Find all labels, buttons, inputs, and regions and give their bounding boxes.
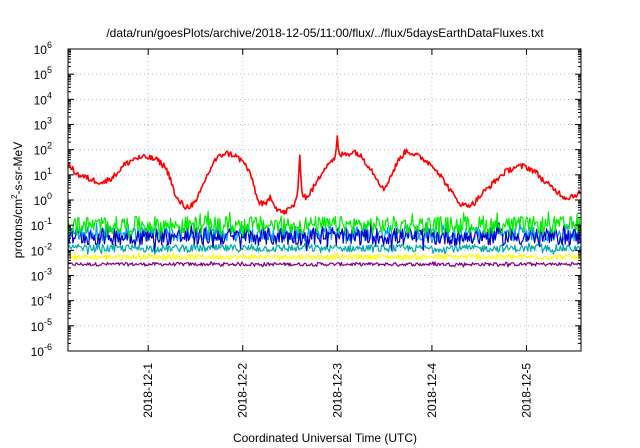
- x-axis: 2018-12-1 2018-12-2 2018-12-3 2018-12-4 2018…: [141, 49, 534, 418]
- x-tick-label: 2018-12-3: [330, 363, 344, 418]
- x-tick-label: 2018-12-1: [141, 363, 155, 418]
- y-tick-label-base: 10: [34, 144, 48, 158]
- y-tick-label-exp: 5: [47, 65, 52, 75]
- y-tick-label: 103: [34, 116, 52, 133]
- series-line: [67, 242, 582, 255]
- y-tick-label-base: 10: [31, 270, 45, 284]
- x-axis-label: Coordinated Universal Time (UTC): [233, 431, 417, 445]
- y-axis-label: protons/cm2-s-sr-MeV: [10, 142, 25, 258]
- series-line: [67, 222, 582, 252]
- y-tick-label: 10-3: [31, 267, 52, 284]
- y-tick-label-exp: 2: [47, 141, 52, 151]
- y-tick-label-base: 10: [34, 194, 48, 208]
- y-tick-label: 10-6: [31, 342, 52, 359]
- y-tick-label: 101: [34, 166, 52, 183]
- y-tick-label-exp: 6: [47, 40, 52, 50]
- y-tick-label: 104: [34, 90, 52, 107]
- y-tick-label-exp: -4: [44, 292, 52, 302]
- y-tick-label-exp: -2: [44, 241, 52, 251]
- series-layer: [67, 135, 582, 268]
- y-axis: 10-610-510-410-310-210-11001011021031041…: [31, 40, 581, 359]
- y-tick-label: 10-4: [31, 292, 52, 309]
- y-tick-label: 106: [34, 40, 52, 57]
- y-tick-label-base: 10: [34, 68, 48, 82]
- y-tick-label-exp: 1: [47, 166, 52, 176]
- y-tick-label-exp: 4: [47, 90, 52, 100]
- y-tick-label-exp: -3: [44, 267, 52, 277]
- y-axis-label-rest: -s-sr-MeV: [11, 142, 25, 195]
- y-tick-label-exp: -6: [44, 342, 52, 352]
- y-tick-label: 10-5: [31, 317, 52, 334]
- y-tick-label-base: 10: [31, 320, 45, 334]
- y-tick-label: 100: [34, 191, 52, 208]
- y-tick-label-base: 10: [34, 169, 48, 183]
- y-tick-label-base: 10: [31, 295, 45, 309]
- y-tick-label: 102: [34, 141, 52, 158]
- series-line: [67, 260, 582, 268]
- y-tick-label-exp: -1: [44, 216, 52, 226]
- y-tick-label-base: 10: [34, 93, 48, 107]
- y-tick-label-base: 10: [31, 219, 45, 233]
- y-tick-label-exp: 3: [47, 116, 52, 126]
- y-axis-label-sup: 2: [10, 194, 19, 199]
- series-line: [67, 252, 582, 262]
- x-tick-label: 2018-12-2: [236, 363, 250, 418]
- y-tick-label-base: 10: [34, 119, 48, 133]
- y-tick-label-base: 10: [31, 345, 45, 359]
- y-tick-label-exp: 0: [47, 191, 52, 201]
- y-tick-label: 105: [34, 65, 52, 82]
- y-tick-label: 10-1: [31, 216, 52, 233]
- chart-title: /data/run/goesPlots/archive/2018-12-05/1…: [106, 26, 544, 40]
- y-tick-label-base: 10: [34, 43, 48, 57]
- x-tick-label: 2018-12-5: [520, 363, 534, 418]
- grid: [68, 49, 581, 351]
- x-tick-label: 2018-12-4: [425, 363, 439, 418]
- y-axis-label-base: protons/cm: [11, 199, 25, 258]
- y-tick-label: 10-2: [31, 241, 52, 258]
- y-tick-label-exp: -5: [44, 317, 52, 327]
- y-tick-label-base: 10: [31, 244, 45, 258]
- series-line: [67, 135, 582, 215]
- series-line: [67, 210, 582, 240]
